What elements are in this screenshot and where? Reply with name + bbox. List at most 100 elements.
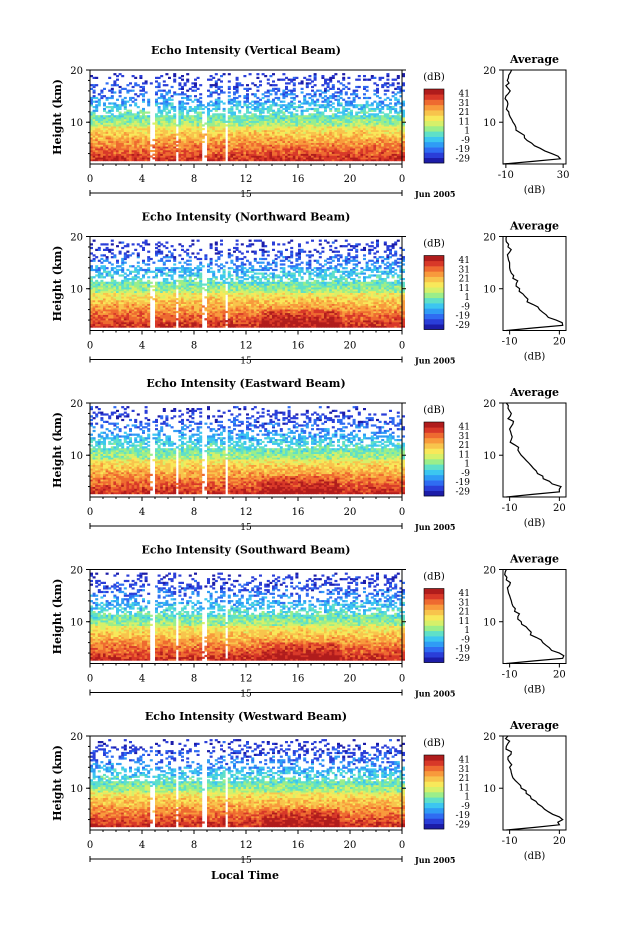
heatmap-cell <box>318 142 322 145</box>
heatmap-cell <box>142 290 145 293</box>
heatmap-cell <box>243 142 247 145</box>
heatmap-cell <box>342 107 346 111</box>
heatmap-cell <box>337 87 340 90</box>
heatmap-cell <box>347 137 351 140</box>
heatmap-cell <box>196 137 200 140</box>
heatmap-cell <box>292 155 296 158</box>
heatmap-cell <box>157 285 161 288</box>
heatmap-cell <box>103 312 106 315</box>
heatmap-cell <box>347 128 351 131</box>
heatmap-cell <box>378 131 382 134</box>
heatmap-cell <box>373 155 377 158</box>
heatmap-cell <box>386 115 390 118</box>
heatmap-cell <box>139 140 143 143</box>
heatmap-cell <box>142 122 145 125</box>
heatmap-cell <box>142 281 145 284</box>
heatmap-cell <box>363 75 366 78</box>
heatmap-cell <box>246 159 249 162</box>
heatmap-cell <box>207 133 210 136</box>
heatmap-cell <box>217 107 221 111</box>
heatmap-cell <box>168 289 171 292</box>
heatmap-cell <box>285 148 288 151</box>
heatmap-cell <box>123 118 127 121</box>
heatmap-cell <box>282 96 286 100</box>
heatmap-cell <box>144 318 148 321</box>
heatmap-cell <box>324 118 327 121</box>
heatmap-cell <box>160 75 164 78</box>
heatmap-cell <box>344 93 348 96</box>
heatmap-cell <box>376 131 379 134</box>
heatmap-cell <box>170 159 174 162</box>
heatmap-cell <box>110 292 114 295</box>
heatmap-cell <box>235 126 239 129</box>
heatmap-cell <box>116 245 119 248</box>
heatmap-cell <box>316 104 320 107</box>
heatmap-cell <box>105 144 109 147</box>
heatmap-cell <box>155 104 158 107</box>
heatmap-cell <box>303 153 307 156</box>
heatmap-cell <box>100 320 104 323</box>
heatmap-cell <box>272 109 275 112</box>
heatmap-cell <box>129 290 132 293</box>
heatmap-cell <box>123 142 127 145</box>
heatmap-cell <box>97 122 101 125</box>
heatmap-cell <box>181 124 184 127</box>
heatmap-cell <box>391 107 395 111</box>
heatmap-cell <box>92 109 96 112</box>
heatmap-cell <box>251 155 255 158</box>
heatmap-cell <box>360 107 364 111</box>
heatmap-cell <box>386 159 390 162</box>
heatmap-cell <box>227 151 231 154</box>
heatmap-cell <box>326 100 330 103</box>
heatmap-cell <box>243 148 247 151</box>
heatmap-cell <box>311 157 314 160</box>
heatmap-cell <box>131 296 135 299</box>
heatmap-cell <box>355 106 359 109</box>
heatmap-cell <box>149 149 153 153</box>
heatmap-cell <box>147 276 151 279</box>
heatmap-cell <box>116 140 119 143</box>
heatmap-cell <box>357 138 361 142</box>
heatmap-cell <box>147 124 151 127</box>
heatmap-cell <box>136 135 140 138</box>
heatmap-cell <box>95 323 99 326</box>
heatmap-cell <box>222 129 226 132</box>
heatmap-cell <box>220 100 223 103</box>
heatmap-cell <box>287 155 291 158</box>
heatmap-cell <box>110 149 114 153</box>
heatmap-cell <box>90 265 93 268</box>
heatmap-cell <box>399 146 403 149</box>
heatmap-cell <box>347 144 351 147</box>
heatmap-cell <box>92 133 96 136</box>
heatmap-cell <box>214 117 218 120</box>
heatmap-cell <box>331 155 335 158</box>
heatmap-cell <box>347 159 351 162</box>
heatmap-cell <box>160 120 164 123</box>
heatmap-cell <box>113 279 117 282</box>
heatmap-cell <box>402 159 405 162</box>
heatmap-cell <box>186 135 190 138</box>
heatmap-cell <box>196 148 200 151</box>
heatmap-cell <box>92 85 96 89</box>
heatmap-cell <box>277 138 281 142</box>
x-tick-label: 20 <box>344 174 357 185</box>
heatmap-cell <box>220 137 223 140</box>
heatmap-cell <box>389 128 392 131</box>
heatmap-cell <box>165 246 169 250</box>
heatmap-cell <box>269 93 273 96</box>
heatmap-cell <box>212 140 216 143</box>
heatmap-cell <box>181 149 184 153</box>
heatmap-cell <box>168 312 171 315</box>
heatmap-cell <box>308 144 312 147</box>
heatmap-cell <box>287 128 291 131</box>
heatmap-cell <box>326 78 330 81</box>
heatmap-cell <box>126 142 130 145</box>
heatmap-cell <box>113 133 117 136</box>
heatmap-cell <box>277 89 281 92</box>
heatmap-cell <box>97 131 101 134</box>
heatmap-cell <box>287 148 291 151</box>
heatmap-cell <box>136 95 140 98</box>
heatmap-cell <box>230 107 234 111</box>
heatmap-cell <box>157 301 161 304</box>
heatmap-cell <box>147 159 151 162</box>
